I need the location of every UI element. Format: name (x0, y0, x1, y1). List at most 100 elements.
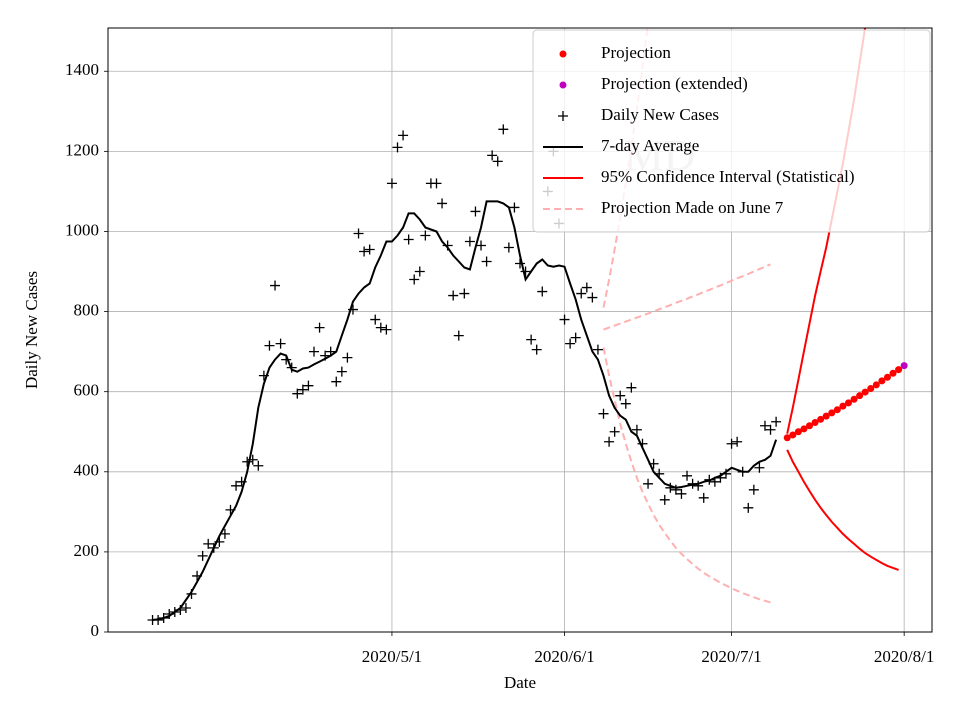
plus-marker (403, 234, 414, 245)
plus-marker (392, 142, 403, 153)
plus-marker (431, 178, 442, 189)
point (867, 384, 875, 392)
plus-marker (637, 438, 648, 449)
grid (108, 28, 932, 633)
point (872, 381, 880, 389)
x-tick-label: 2020/8/1 (874, 647, 934, 666)
line (152, 200, 778, 621)
plus-marker (242, 456, 253, 467)
plus-marker (164, 608, 175, 619)
point (794, 428, 802, 436)
plus-marker (375, 322, 386, 333)
plus-marker (498, 124, 509, 135)
plus-marker (320, 350, 331, 361)
plus-marker (565, 338, 576, 349)
y-tick-label: 1400 (65, 60, 99, 79)
plus-marker (186, 588, 197, 599)
plus-marker (704, 474, 715, 485)
plus-marker (531, 344, 542, 355)
plus-marker (336, 366, 347, 377)
plus-marker (509, 202, 520, 213)
plus-marker (459, 288, 470, 299)
plus-marker (643, 478, 654, 489)
plus-marker (386, 178, 397, 189)
plus-marker (520, 266, 531, 277)
plus-marker (470, 206, 481, 217)
plus-marker (236, 476, 247, 487)
plus-marker (581, 282, 592, 293)
plus-marker (670, 484, 681, 495)
plus-marker (537, 286, 548, 297)
y-tick-label: 1200 (65, 140, 99, 159)
axes-frame (107, 27, 933, 633)
legend-box (532, 29, 931, 233)
axes: 0 200 400 600 800 1000 1200 1400 2020/5/1 2020/6/… (65, 60, 934, 666)
plus-marker (620, 398, 631, 409)
point (839, 402, 847, 410)
plus-marker (169, 606, 180, 617)
plus-marker (609, 426, 620, 437)
point (895, 366, 903, 374)
plus-marker (359, 246, 370, 257)
plus-marker (726, 438, 737, 449)
point (889, 369, 897, 377)
lower-line (786, 449, 899, 571)
plus-marker (153, 614, 164, 625)
y-tick-label: 1000 (65, 220, 99, 239)
point (806, 422, 814, 430)
legend-marker (558, 111, 568, 121)
plus-marker (214, 536, 225, 547)
plus-marker (492, 156, 503, 167)
plus-marker (765, 424, 776, 435)
point (811, 419, 819, 427)
point (844, 399, 852, 407)
plus-marker (331, 376, 342, 387)
plus-marker (414, 266, 425, 277)
legend-label: Projection (601, 43, 671, 62)
plus-marker (325, 346, 336, 357)
plus-marker (175, 604, 186, 615)
y-tick-label: 600 (74, 381, 100, 400)
y-tick-label: 0 (91, 621, 100, 640)
plus-marker (631, 424, 642, 435)
y-tick-label: 200 (74, 541, 100, 560)
plus-marker (682, 470, 693, 481)
legend-label: 95% Confidence Interval (Statistical) (601, 167, 855, 186)
plus-marker (737, 466, 748, 477)
line (603, 263, 771, 331)
plus-marker (309, 346, 319, 357)
plus-marker (615, 390, 626, 401)
plus-marker (442, 240, 453, 251)
plus-marker (587, 292, 598, 303)
plus-marker (231, 480, 242, 491)
legend: Projection Projection (extended) Daily New… (532, 29, 931, 233)
plus-marker (693, 480, 704, 491)
plus-marker (464, 236, 475, 247)
plus-marker (253, 460, 264, 471)
plus-marker (570, 332, 581, 343)
plus-marker (180, 602, 191, 613)
plus-marker (676, 488, 687, 499)
plus-marker (748, 484, 759, 495)
point (833, 406, 841, 414)
x-tick-label: 2020/6/1 (534, 647, 594, 666)
plus-marker (381, 324, 392, 335)
y-tick-label: 400 (74, 461, 100, 480)
plus-marker (197, 550, 208, 561)
plus-marker (626, 382, 637, 393)
plus-marker (481, 256, 492, 267)
plus-marker (453, 330, 464, 341)
plus-marker (420, 230, 431, 241)
plus-marker (592, 344, 603, 355)
plus-marker (604, 436, 615, 447)
plus-marker (687, 478, 698, 489)
legend-marker (559, 81, 567, 89)
plus-marker (503, 242, 514, 253)
x-tick-label: 2020/5/1 (362, 647, 422, 666)
point (900, 362, 908, 370)
plus-marker (648, 458, 659, 469)
plus-marker (709, 476, 720, 487)
point (861, 388, 869, 396)
y-axis-label: Daily New Cases (22, 271, 41, 389)
plus-marker (270, 280, 281, 291)
